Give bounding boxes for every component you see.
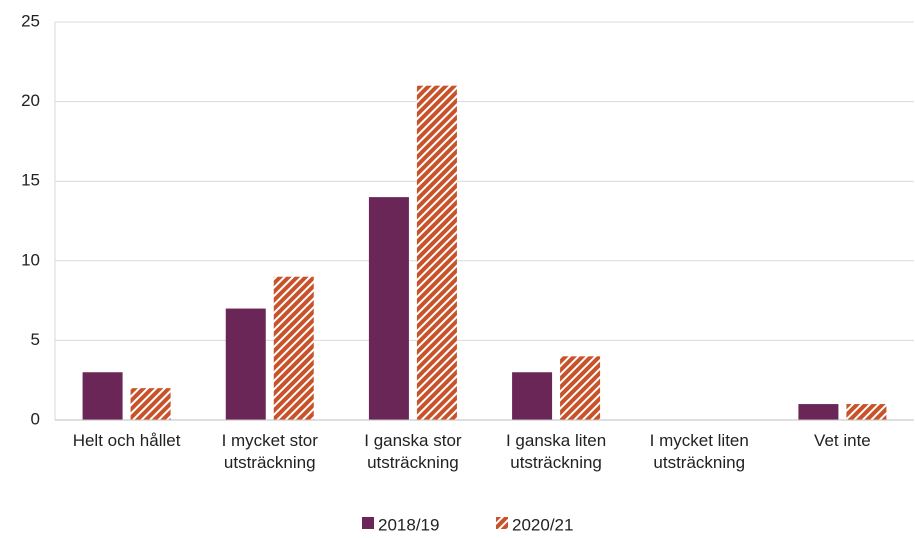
legend-label: 2018/19 (378, 515, 439, 534)
x-tick-label: I ganska liten utsträckning (506, 431, 606, 472)
x-tick-label-line: utsträckning (367, 453, 459, 472)
legend-swatch (362, 517, 374, 529)
y-tick-label: 0 (31, 409, 40, 428)
x-tick-label-line: utsträckning (510, 453, 602, 472)
bar (273, 276, 314, 420)
legend-label: 2020/21 (512, 515, 573, 534)
x-tick-label: I ganska stor utsträckning (364, 431, 462, 472)
x-tick-label-line: I mycket liten (650, 431, 749, 450)
y-tick-label: 15 (21, 171, 40, 190)
x-tick-label-line: Vet inte (814, 431, 871, 450)
x-tick-label: I mycket stor utsträckning (222, 431, 319, 472)
x-tick-label-line: utsträckning (224, 453, 316, 472)
x-tick-label-line: utsträckning (653, 453, 745, 472)
bar (130, 388, 171, 420)
bar (798, 404, 839, 420)
x-tick-label-line: I mycket stor (222, 431, 319, 450)
bar (225, 308, 266, 420)
x-tick-label: Helt och hållet (73, 431, 181, 450)
bar (846, 404, 887, 420)
bar (512, 372, 553, 420)
bar (82, 372, 123, 420)
bar (368, 197, 409, 420)
y-tick-label: 20 (21, 91, 40, 110)
bar (560, 356, 601, 420)
x-tick-label-line: Helt och hållet (73, 431, 181, 450)
legend-swatch (496, 517, 508, 529)
bar (416, 85, 457, 421)
x-tick-label: Vet inte (814, 431, 871, 450)
x-tick-label-line: I ganska liten (506, 431, 606, 450)
y-tick-label: 5 (31, 330, 40, 349)
x-tick-label: I mycket liten utsträckning (650, 431, 749, 472)
y-tick-label: 25 (21, 11, 40, 30)
y-tick-label: 10 (21, 250, 40, 269)
x-tick-label-line: I ganska stor (364, 431, 462, 450)
